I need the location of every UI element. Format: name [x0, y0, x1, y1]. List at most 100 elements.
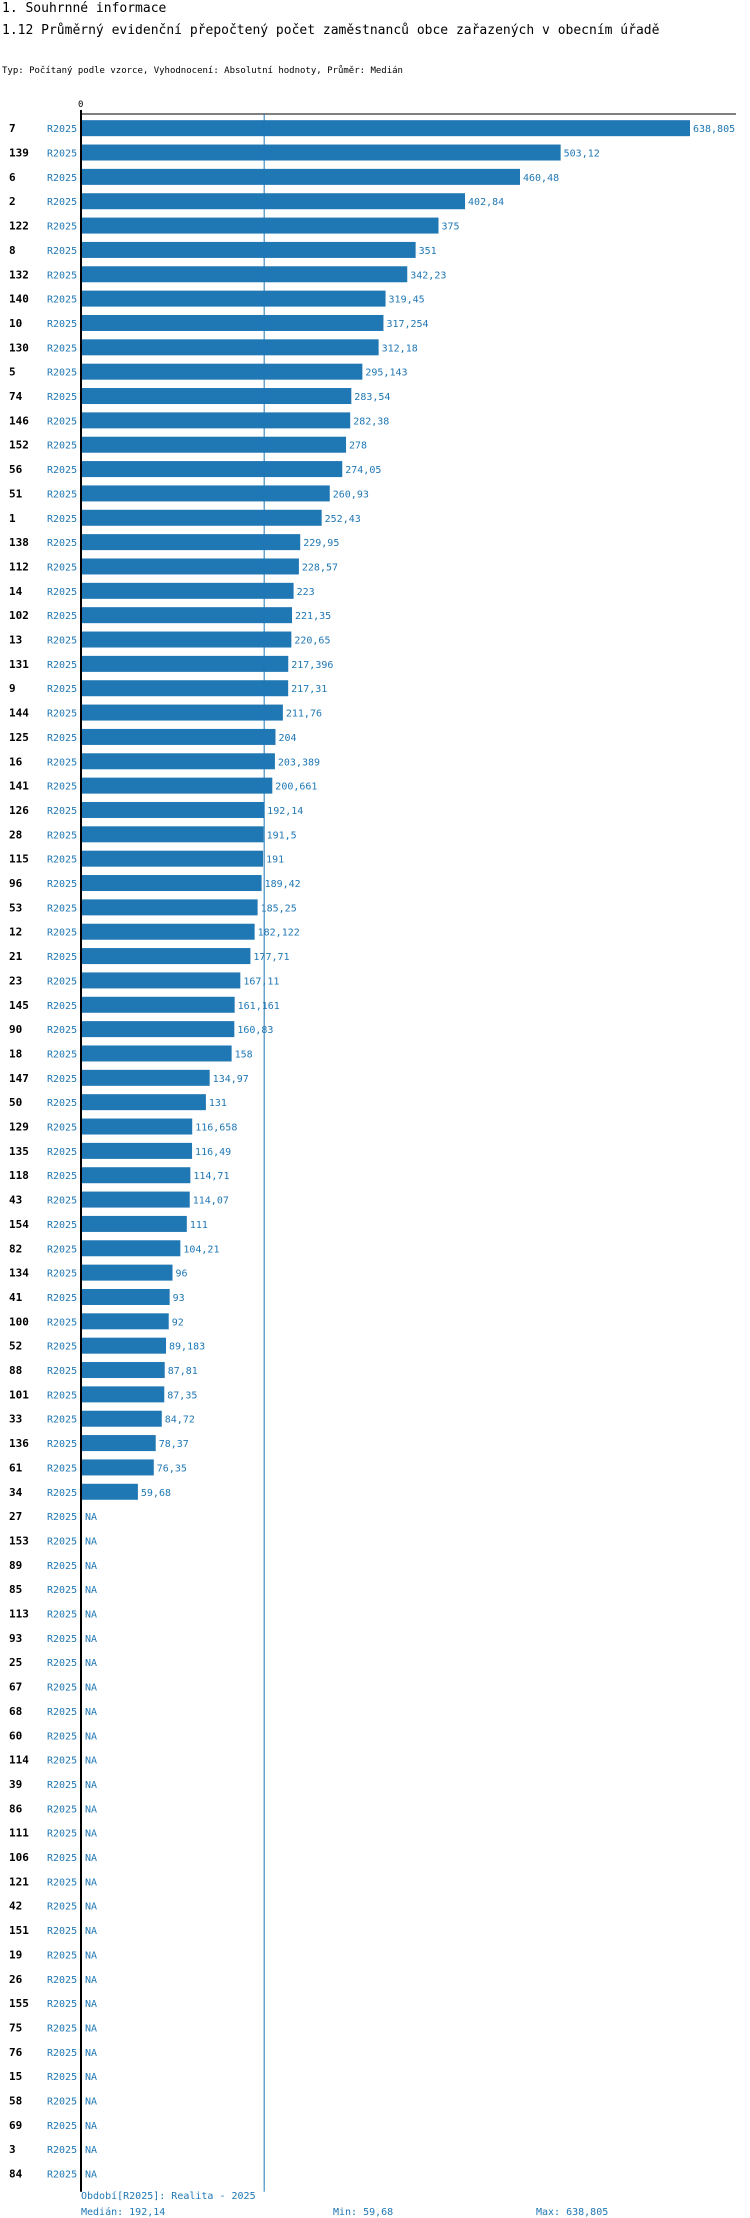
- series-label: R2025: [47, 1707, 77, 1718]
- value-label: 191: [266, 855, 284, 866]
- series-label: R2025: [47, 1926, 77, 1937]
- row-id-label: 50: [9, 1096, 22, 1109]
- value-label: 342,23: [410, 270, 446, 281]
- series-label: R2025: [47, 1001, 77, 1012]
- value-label: 177,71: [253, 952, 289, 963]
- series-label: R2025: [47, 806, 77, 817]
- series-label: R2025: [47, 392, 77, 403]
- row-id-label: 146: [9, 414, 29, 427]
- row-id-label: 51: [9, 487, 23, 500]
- row-id-label: 69: [9, 2119, 22, 2132]
- series-label: R2025: [47, 1366, 77, 1377]
- row-id-label: 141: [9, 780, 29, 793]
- series-label: R2025: [47, 611, 77, 622]
- series-label: R2025: [47, 952, 77, 963]
- bar: [81, 534, 301, 551]
- series-label: R2025: [47, 1804, 77, 1815]
- value-label: 111: [190, 1220, 208, 1231]
- series-label: R2025: [47, 1683, 77, 1694]
- value-label: 260,93: [333, 489, 369, 500]
- value-label: 503,12: [564, 149, 600, 160]
- na-label: NA: [85, 1804, 97, 1815]
- bar: [81, 777, 273, 794]
- row-id-label: 89: [9, 1559, 22, 1572]
- row-id-label: 101: [9, 1388, 29, 1401]
- value-label: 351: [419, 246, 437, 257]
- bar: [81, 1045, 232, 1062]
- row-id-label: 144: [9, 707, 29, 720]
- series-label: R2025: [47, 660, 77, 671]
- value-label: 217,31: [291, 684, 327, 695]
- bar: [81, 388, 352, 405]
- value-label: 191,5: [267, 830, 297, 841]
- value-label: 116,658: [195, 1123, 237, 1134]
- value-label: 104,21: [183, 1244, 219, 1255]
- value-label: 92: [172, 1317, 184, 1328]
- value-label: 89,183: [169, 1342, 205, 1353]
- na-label: NA: [85, 2023, 97, 2034]
- series-label: R2025: [47, 465, 77, 476]
- series-label: R2025: [47, 124, 77, 135]
- row-id-label: 1: [9, 512, 16, 525]
- row-id-label: 16: [9, 755, 23, 768]
- bar: [81, 1240, 181, 1257]
- series-label: R2025: [47, 1950, 77, 1961]
- bar: [81, 1459, 154, 1476]
- value-label: 312,18: [382, 343, 418, 354]
- row-id-label: 84: [9, 2168, 23, 2181]
- value-label: 228,57: [302, 562, 338, 573]
- row-id-label: 42: [9, 1900, 22, 1913]
- bar: [81, 1362, 165, 1379]
- value-label: 223: [297, 587, 315, 598]
- series-label: R2025: [47, 1756, 77, 1767]
- series-label: R2025: [47, 1196, 77, 1207]
- row-id-label: 23: [9, 974, 22, 987]
- value-label: 158: [235, 1049, 253, 1060]
- series-label: R2025: [47, 1999, 77, 2010]
- series-label: R2025: [47, 1439, 77, 1450]
- bar: [81, 1288, 170, 1305]
- bar: [81, 1337, 167, 1354]
- row-id-label: 68: [9, 1705, 22, 1718]
- value-label: 317,254: [386, 319, 428, 330]
- value-label: 278: [349, 441, 367, 452]
- row-id-label: 26: [9, 1973, 23, 1986]
- bar: [81, 461, 343, 478]
- bar: [81, 314, 384, 331]
- row-id-label: 28: [9, 828, 22, 841]
- series-label: R2025: [47, 976, 77, 987]
- row-id-label: 12: [9, 926, 22, 939]
- row-id-label: 152: [9, 439, 29, 452]
- value-label: 200,661: [275, 782, 317, 793]
- value-label: 282,38: [353, 416, 389, 427]
- section-title: 1. Souhrnné informace: [2, 1, 167, 16]
- bar: [81, 290, 386, 307]
- na-label: NA: [85, 1707, 97, 1718]
- row-id-label: 111: [9, 1827, 29, 1840]
- series-label: R2025: [47, 2072, 77, 2083]
- row-id-label: 139: [9, 147, 29, 160]
- na-label: NA: [85, 1658, 97, 1669]
- value-label: 638,805: [693, 124, 735, 135]
- series-label: R2025: [47, 1731, 77, 1742]
- row-id-label: 76: [9, 2046, 23, 2059]
- series-label: R2025: [47, 2023, 77, 2034]
- row-id-label: 67: [9, 1681, 22, 1694]
- series-label: R2025: [47, 733, 77, 744]
- footer-max: Max: 638,805: [536, 2207, 609, 2218]
- footer-min: Min: 59,68: [333, 2207, 394, 2218]
- series-label: R2025: [47, 416, 77, 427]
- bar: [81, 826, 264, 843]
- series-label: R2025: [47, 1610, 77, 1621]
- na-label: NA: [85, 1561, 97, 1572]
- na-label: NA: [85, 1512, 97, 1523]
- value-label: 274,05: [345, 465, 381, 476]
- series-label: R2025: [47, 1415, 77, 1426]
- bar: [81, 680, 289, 697]
- bar: [81, 412, 351, 429]
- bar: [81, 923, 255, 940]
- chart-title: 1.12 Průměrný evidenční přepočtený počet…: [2, 23, 660, 38]
- row-id-label: 86: [9, 1802, 23, 1815]
- row-id-label: 43: [9, 1194, 22, 1207]
- row-id-label: 82: [9, 1242, 22, 1255]
